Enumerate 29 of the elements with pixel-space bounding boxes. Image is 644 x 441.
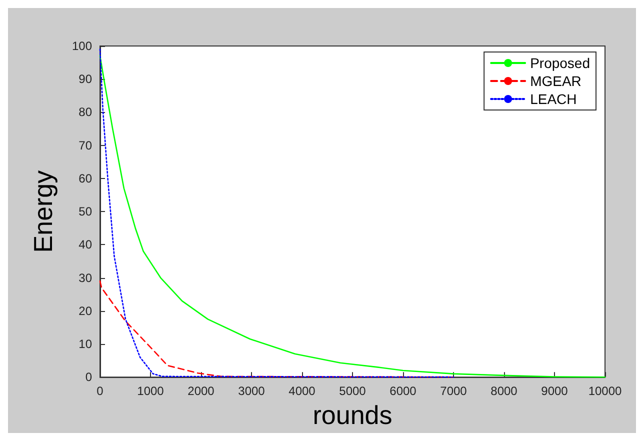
y-tick-label: 70 bbox=[78, 138, 92, 152]
x-tick-label: 7000 bbox=[440, 384, 468, 398]
x-tick-label: 5000 bbox=[339, 384, 366, 398]
line-series bbox=[99, 48, 454, 378]
y-tick-label: 60 bbox=[78, 171, 92, 186]
y-axis-title: Energy bbox=[28, 170, 58, 253]
y-tick-label: 10 bbox=[78, 336, 92, 351]
x-tick-label: 3000 bbox=[238, 384, 266, 398]
y-tick-label: 30 bbox=[78, 270, 92, 285]
x-tick-label: 10000 bbox=[588, 384, 622, 398]
y-tick-label: 40 bbox=[78, 238, 92, 252]
y-tick-label: 100 bbox=[72, 39, 92, 53]
x-tick-label: 1000 bbox=[137, 384, 164, 398]
line-series bbox=[99, 280, 454, 378]
y-tick-label: 0 bbox=[85, 370, 92, 384]
x-tick-label: 6000 bbox=[390, 384, 417, 398]
y-tick-label: 90 bbox=[78, 72, 92, 86]
legend-label: LEACH bbox=[530, 91, 577, 107]
y-tick-label: 50 bbox=[78, 204, 92, 219]
x-tick-label: 2000 bbox=[188, 384, 215, 398]
x-tick-label: 8000 bbox=[490, 384, 518, 398]
x-tick-label: 9000 bbox=[541, 384, 568, 398]
y-tick-label: 20 bbox=[78, 304, 92, 318]
x-axis-title: rounds bbox=[312, 400, 392, 430]
legend-label: MGEAR bbox=[530, 73, 582, 89]
x-tick-label: 4000 bbox=[288, 384, 316, 398]
x-tick-label: 0 bbox=[96, 384, 104, 398]
legend-label: Proposed bbox=[530, 55, 590, 71]
y-tick-label: 80 bbox=[78, 105, 92, 120]
